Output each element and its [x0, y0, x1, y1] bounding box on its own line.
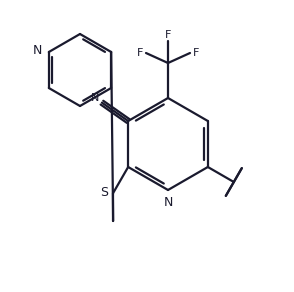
Text: F: F [165, 30, 171, 40]
Text: F: F [137, 48, 143, 58]
Text: N: N [163, 196, 173, 209]
Text: N: N [32, 44, 42, 56]
Text: F: F [193, 48, 199, 58]
Text: N: N [91, 93, 99, 103]
Text: S: S [100, 187, 108, 199]
